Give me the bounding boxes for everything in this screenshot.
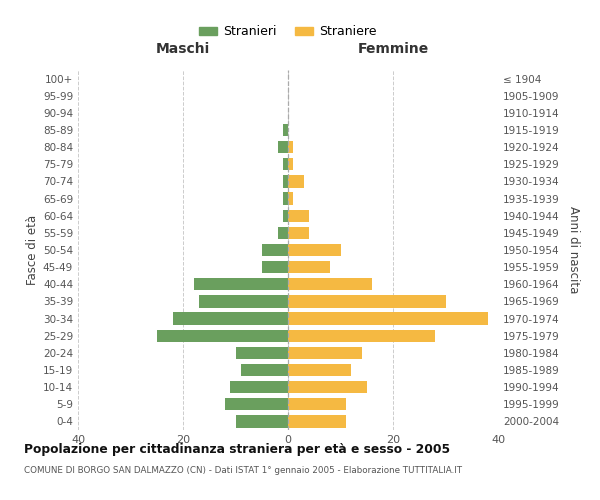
Bar <box>283 176 288 188</box>
Bar <box>288 278 372 290</box>
Bar <box>288 346 361 359</box>
Bar <box>173 312 288 324</box>
Bar <box>288 416 346 428</box>
Bar <box>288 192 293 204</box>
Bar <box>288 158 293 170</box>
Bar <box>288 312 487 324</box>
Bar <box>288 244 341 256</box>
Text: COMUNE DI BORGO SAN DALMAZZO (CN) - Dati ISTAT 1° gennaio 2005 - Elaborazione TU: COMUNE DI BORGO SAN DALMAZZO (CN) - Dati… <box>24 466 462 475</box>
Bar <box>262 261 288 274</box>
Bar <box>241 364 288 376</box>
Bar <box>288 261 330 274</box>
Bar <box>262 244 288 256</box>
Bar <box>288 381 367 394</box>
Bar <box>288 398 346 410</box>
Bar <box>199 296 288 308</box>
Bar <box>288 296 445 308</box>
Text: Femmine: Femmine <box>358 42 428 56</box>
Bar <box>157 330 288 342</box>
Bar <box>288 330 435 342</box>
Text: Maschi: Maschi <box>156 42 210 56</box>
Bar <box>225 398 288 410</box>
Bar <box>277 141 288 154</box>
Bar <box>235 346 288 359</box>
Bar <box>283 158 288 170</box>
Bar <box>283 210 288 222</box>
Bar <box>288 141 293 154</box>
Bar <box>230 381 288 394</box>
Y-axis label: Anni di nascita: Anni di nascita <box>566 206 580 294</box>
Y-axis label: Fasce di età: Fasce di età <box>26 215 39 285</box>
Legend: Stranieri, Straniere: Stranieri, Straniere <box>194 20 382 44</box>
Bar <box>193 278 288 290</box>
Bar <box>288 176 304 188</box>
Bar <box>288 364 351 376</box>
Bar <box>288 226 309 239</box>
Bar <box>235 416 288 428</box>
Bar <box>283 124 288 136</box>
Bar <box>288 210 309 222</box>
Text: Popolazione per cittadinanza straniera per età e sesso - 2005: Popolazione per cittadinanza straniera p… <box>24 442 450 456</box>
Bar <box>277 226 288 239</box>
Bar <box>283 192 288 204</box>
